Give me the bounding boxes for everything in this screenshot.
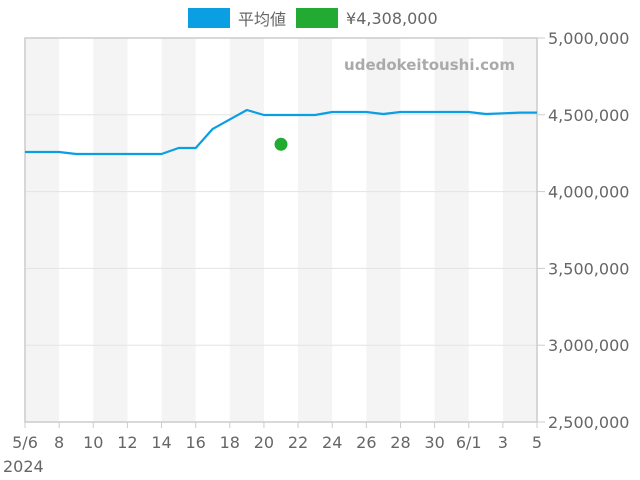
x-tick-label: 14 (151, 433, 171, 452)
current-price-point[interactable] (274, 137, 288, 151)
x-tick-label: 20 (254, 433, 274, 452)
band (502, 38, 537, 422)
y-tick-label: 5,000,000 (548, 29, 629, 48)
chart-legend: 平均値 ¥4,308,000 (188, 6, 448, 30)
legend-label-price[interactable]: ¥4,308,000 (346, 8, 438, 28)
y-tick-label: 4,500,000 (548, 106, 629, 125)
x-tick-label: 22 (288, 433, 308, 452)
band (161, 38, 196, 422)
x-tick-label: 28 (390, 433, 410, 452)
legend-label-average[interactable]: 平均値 (238, 10, 287, 29)
x-tick-label: 30 (424, 433, 444, 452)
average-price-line[interactable] (25, 108, 537, 156)
x-tick-label: 5/6 (12, 433, 38, 452)
watermark: udedokeitoushi.com (344, 56, 515, 74)
x-tick-label: 12 (117, 433, 137, 452)
day-bands (25, 38, 537, 422)
band (229, 38, 264, 422)
year-label: 2024 (3, 457, 44, 476)
y-tick-label: 3,000,000 (548, 336, 629, 355)
band (434, 38, 469, 422)
band (366, 38, 401, 422)
y-tick-label: 2,500,000 (548, 413, 629, 432)
legend-swatch-average[interactable] (188, 8, 230, 28)
band (93, 38, 128, 422)
legend-swatch-price[interactable] (296, 8, 339, 28)
x-tick-label: 26 (356, 433, 376, 452)
series-layer (25, 108, 537, 156)
x-tick-label: 6/1 (456, 433, 482, 452)
x-tick-label: 18 (220, 433, 240, 452)
x-tick-label: 16 (185, 433, 205, 452)
plot-frame (24, 37, 538, 423)
x-tick-label: 8 (54, 433, 64, 452)
x-tick-label: 24 (322, 433, 342, 452)
band (298, 38, 333, 422)
x-axis: 5/6 8 10 12 14 16 18 20 22 24 26 28 30 6/1 3 5 2024 (3, 422, 542, 476)
x-tick-label: 3 (498, 433, 508, 452)
y-axis: 5,000,000 4,500,000 4,000,000 3,500,000 3,00… (537, 29, 629, 432)
band (25, 38, 60, 422)
y-tick-label: 3,500,000 (548, 259, 629, 278)
x-tick-label: 5 (532, 433, 542, 452)
x-tick-label: 10 (83, 433, 103, 452)
y-tick-label: 4,000,000 (548, 183, 629, 202)
